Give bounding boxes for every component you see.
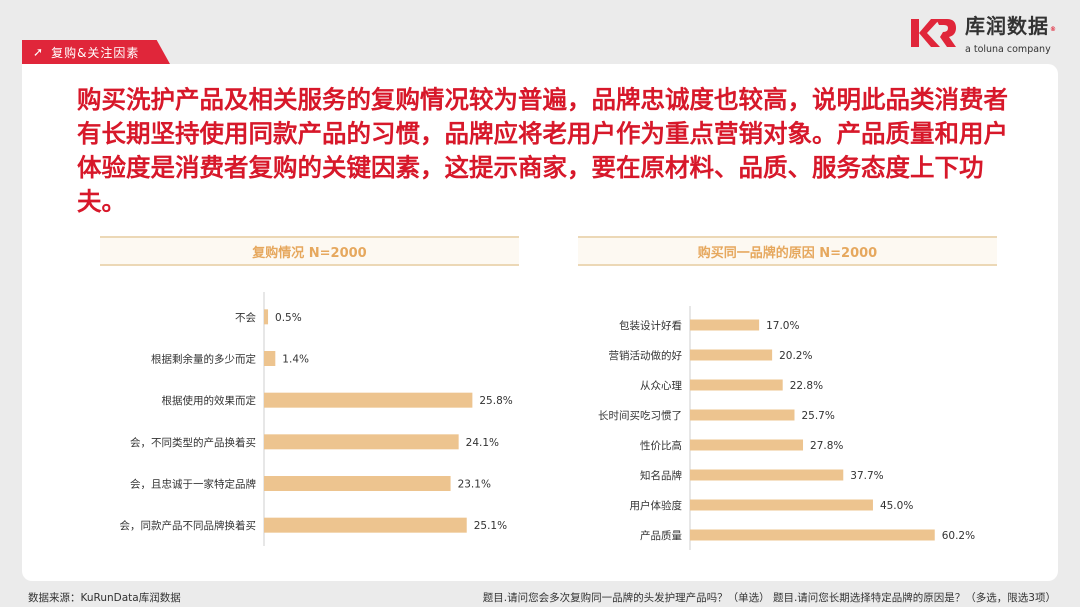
brand-reason-value-label: 20.2% (779, 350, 812, 362)
chart-title-brand-reasons: 购买同一品牌的原因 N=2000 (578, 236, 997, 266)
arrow-icon: ➚ (33, 45, 45, 59)
repurchase-value-label: 0.5% (275, 312, 302, 324)
repurchase-category-label: 会，不同类型的产品换着买 (130, 436, 256, 449)
repurchase-bar (264, 476, 451, 491)
repurchase-value-label: 25.1% (474, 520, 507, 532)
repurchase-category-label: 根据使用的效果而定 (162, 394, 257, 407)
brand-reason-value-label: 25.7% (801, 410, 834, 422)
repurchase-category-label: 不会 (235, 311, 256, 324)
brand-reason-category-label: 知名品牌 (640, 469, 682, 482)
brand-reason-bar (690, 379, 783, 391)
brand-reason-bar (690, 439, 804, 451)
brand-reason-value-label: 45.0% (880, 500, 913, 512)
brand-reason-value-label: 22.8% (790, 380, 823, 392)
brand-reason-value-label: 60.2% (942, 530, 975, 542)
repurchase-category-label: 会，且忠诚于一家特定品牌 (130, 478, 256, 491)
repurchase-value-label: 1.4% (282, 354, 309, 366)
repurchase-category-label: 根据剩余量的多少而定 (151, 353, 256, 366)
brand-reason-bar (690, 529, 935, 541)
kr-logo-icon (911, 19, 956, 47)
chart-title-repurchase: 复购情况 N=2000 (100, 236, 519, 266)
brand-reason-category-label: 长时间买吃习惯了 (598, 409, 682, 422)
section-tab: ➚ 复购&关注因素 (22, 40, 170, 64)
section-tab-label: 复购&关注因素 (51, 45, 140, 60)
repurchase-value-label: 23.1% (458, 479, 491, 491)
repurchase-category-label: 会，同款产品不同品牌换着买 (120, 519, 257, 532)
content-card (22, 64, 1058, 581)
repurchase-bar (264, 392, 473, 408)
brand-reason-category-label: 包装设计好看 (619, 319, 682, 332)
brand-reason-category-label: 性价比高 (640, 439, 682, 452)
brand-reason-category-label: 营销活动做的好 (609, 349, 683, 362)
repurchase-bar (264, 517, 467, 533)
repurchase-value-label: 25.8% (479, 395, 512, 407)
brand-reason-bar (690, 469, 844, 481)
repurchase-bar (264, 351, 276, 366)
repurchase-bar (264, 309, 269, 325)
headline: 购买洗护产品及相关服务的复购情况较为普遍，品牌忠诚度也较高，说明此品类消费者有长… (77, 85, 1008, 216)
repurchase-bar (264, 434, 459, 450)
brand-reason-value-label: 17.0% (766, 320, 799, 332)
brand-reason-category-label: 产品质量 (640, 529, 682, 542)
data-source: 数据来源：KuRunData库润数据 (28, 592, 181, 604)
brand-reason-bar (690, 349, 773, 361)
brand-reason-category-label: 用户体验度 (630, 499, 683, 512)
brand-reason-bar (690, 319, 760, 331)
brand-reason-value-label: 27.8% (810, 440, 843, 452)
brand-reason-category-label: 从众心理 (640, 380, 682, 392)
brand-name-en: a toluna company (965, 44, 1051, 55)
brand-reason-bar (690, 409, 795, 421)
repurchase-value-label: 24.1% (466, 437, 499, 449)
brand-reason-bar (690, 499, 873, 511)
brand-logo: 库润数据® a toluna company (909, 15, 1057, 57)
brand-name-cn: 库润数据 (965, 14, 1049, 38)
question-note: 题目.请问您会多次复购同一品牌的头发护理产品吗？（单选） 题目.请问您长期选择特… (482, 592, 1056, 604)
brand-reason-value-label: 37.7% (850, 470, 883, 482)
